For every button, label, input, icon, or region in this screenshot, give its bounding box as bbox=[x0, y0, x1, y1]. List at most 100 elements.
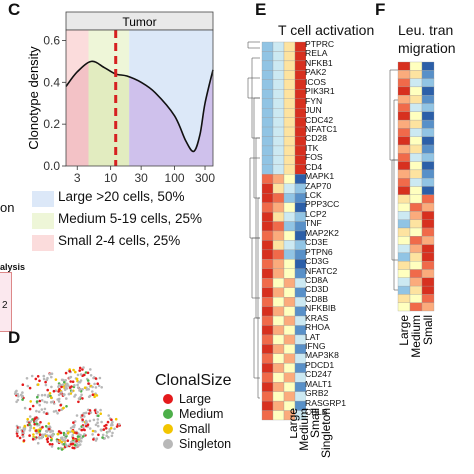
gene-label: FOS bbox=[305, 152, 323, 163]
tsne-point bbox=[48, 392, 52, 395]
heatmap-column-label: Singleton bbox=[319, 408, 333, 458]
tsne-point bbox=[57, 383, 61, 387]
heatmap-cell bbox=[421, 61, 435, 71]
heatmap-cell bbox=[283, 79, 296, 90]
heatmap-cell bbox=[397, 86, 411, 96]
tsne-point bbox=[88, 427, 92, 430]
tsne-point bbox=[64, 371, 68, 375]
heatmap-cell bbox=[283, 230, 296, 241]
gene-label: RELA bbox=[305, 48, 328, 59]
tsne-point bbox=[65, 387, 69, 390]
heatmap-cell bbox=[272, 230, 285, 241]
tsne-point bbox=[80, 436, 83, 440]
tsne-point bbox=[106, 420, 110, 424]
heatmap-cell bbox=[283, 278, 296, 288]
heatmap-column-label: Small bbox=[308, 408, 322, 438]
tsne-point bbox=[82, 425, 85, 429]
tsne-point bbox=[94, 439, 98, 442]
heatmap-cell bbox=[272, 70, 285, 80]
tsne-point bbox=[20, 395, 24, 399]
tsne-point bbox=[66, 431, 70, 435]
tsne-point bbox=[86, 423, 90, 426]
heatmap-cell bbox=[283, 89, 296, 99]
tsne-point bbox=[65, 397, 68, 400]
tsne-point bbox=[110, 434, 114, 438]
tsne-point bbox=[71, 446, 74, 450]
tsne-point bbox=[71, 380, 75, 383]
heatmap-cell bbox=[272, 259, 285, 269]
heatmap-cell bbox=[261, 41, 274, 52]
tsne-point bbox=[81, 397, 84, 400]
gene-label: ZAP70 bbox=[305, 180, 332, 191]
tsne-point bbox=[47, 422, 51, 425]
tsne-point bbox=[41, 426, 44, 429]
heatmap-f-title-line2: migration bbox=[398, 40, 456, 56]
heatmap-cell bbox=[283, 315, 296, 326]
heatmap-cell bbox=[261, 306, 274, 317]
heatmap-cell bbox=[409, 136, 423, 146]
tsne-point bbox=[81, 418, 84, 421]
tsne-point bbox=[59, 403, 62, 407]
heatmap-cell bbox=[421, 244, 435, 254]
tsne-point bbox=[50, 375, 53, 379]
heatmap-cell bbox=[261, 391, 274, 402]
tsne-point bbox=[66, 439, 70, 442]
tsne-point bbox=[57, 393, 61, 397]
tsne-point bbox=[91, 385, 94, 389]
y-tick-label: 0.4 bbox=[43, 75, 60, 89]
tsne-point bbox=[77, 440, 81, 444]
tsne-point bbox=[29, 426, 32, 429]
tsne-point bbox=[75, 445, 78, 449]
tsne-point bbox=[117, 422, 121, 426]
heatmap-cell bbox=[272, 372, 285, 383]
heatmap-cell bbox=[397, 211, 411, 220]
tsne-point bbox=[37, 410, 41, 414]
heatmap-cell bbox=[397, 103, 411, 112]
tsne-point bbox=[46, 440, 50, 444]
tsne-point bbox=[36, 393, 40, 397]
gene-label: LAT bbox=[305, 331, 321, 342]
heatmap-cell bbox=[397, 294, 411, 303]
tsne-point bbox=[56, 432, 60, 436]
heatmap-cell bbox=[421, 194, 435, 204]
tsne-point bbox=[36, 375, 40, 378]
heatmap-cell bbox=[261, 221, 274, 232]
heatmap-cell bbox=[261, 353, 274, 364]
density-chart: Tumor 0.0 0.2 0.4 0.6 3 10 30 100 300 Clonotype de… bbox=[26, 11, 215, 185]
tsne-point bbox=[103, 424, 106, 428]
legend-swatch bbox=[32, 235, 54, 251]
heatmap-cell bbox=[272, 155, 285, 166]
heatmap-cell bbox=[409, 277, 423, 287]
heatmap-cell bbox=[421, 169, 435, 179]
gene-label: CD3E bbox=[305, 237, 328, 248]
heatmap-cell bbox=[421, 128, 435, 137]
heatmap-cell bbox=[283, 136, 296, 147]
tsne-point bbox=[84, 371, 88, 374]
heatmap-cell bbox=[409, 128, 423, 137]
heatmap-cell bbox=[261, 344, 274, 354]
tsne-point bbox=[16, 392, 19, 396]
tsne-point bbox=[75, 439, 78, 443]
tsne-point bbox=[62, 443, 66, 446]
heatmap-cell bbox=[272, 174, 285, 184]
tsne-point bbox=[60, 408, 63, 411]
heatmap-cell bbox=[283, 306, 296, 317]
heatmap-cell bbox=[421, 119, 435, 129]
tsne-point bbox=[94, 386, 98, 389]
tsne-point bbox=[23, 427, 27, 430]
tsne-point bbox=[44, 380, 47, 384]
heatmap-cell bbox=[283, 202, 296, 213]
heatmap-cell bbox=[261, 400, 274, 411]
tsne-point bbox=[18, 426, 22, 429]
gene-label: MALT1 bbox=[305, 378, 333, 389]
gene-label: CD247 bbox=[305, 369, 332, 380]
tsne-point bbox=[44, 383, 48, 387]
tsne-point bbox=[93, 395, 96, 399]
heatmap-cell bbox=[409, 86, 423, 96]
tsne-point bbox=[33, 422, 36, 426]
heatmap-cell bbox=[397, 111, 411, 121]
heatmap-cell bbox=[421, 202, 435, 212]
gene-label: RHOA bbox=[305, 322, 330, 333]
tsne-point bbox=[38, 433, 42, 437]
tsne-point bbox=[38, 399, 42, 403]
